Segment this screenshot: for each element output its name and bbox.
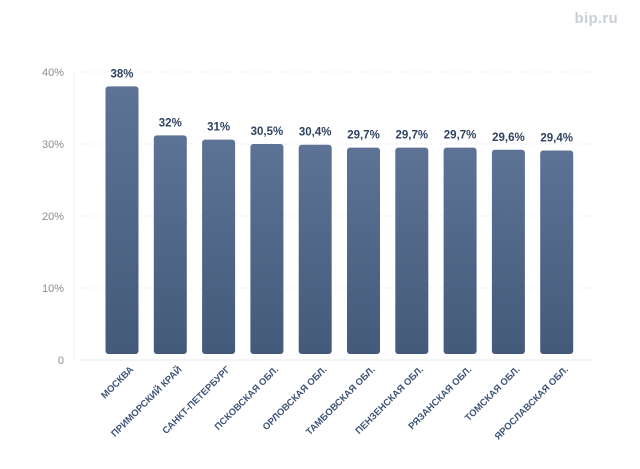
y-tick-label: 0 [58, 355, 64, 367]
data-label: 30,5% [251, 126, 284, 138]
data-label: 29,7% [444, 130, 477, 142]
bar [153, 135, 187, 354]
y-tick-label: 40% [42, 67, 64, 79]
data-labels: 38% 32% 31% 30,5% 30,4% 29,7% 29,7% 29,7% 29,6% 2… [110, 68, 573, 144]
data-label: 29,7% [347, 130, 380, 142]
y-tick-label: 20% [42, 211, 64, 223]
bar [105, 86, 139, 355]
data-label: 29,4% [540, 132, 573, 144]
bar [298, 144, 332, 354]
data-label: 31% [207, 122, 230, 134]
category-label: МОСКВА [99, 364, 136, 401]
bar [250, 144, 284, 354]
data-label: 38% [110, 68, 133, 80]
bar [540, 150, 574, 354]
bars [105, 86, 574, 355]
bar [347, 147, 380, 354]
bar [491, 149, 525, 354]
data-label: 32% [159, 117, 182, 129]
watermark-logo: bip.ru [574, 10, 618, 27]
data-label: 30,4% [299, 127, 332, 139]
bar [395, 147, 429, 354]
y-tick-label: 10% [42, 283, 64, 295]
data-label: 29,7% [395, 130, 428, 142]
y-axis: 0 10% 20% 30% 40% [42, 67, 64, 367]
data-label: 29,6% [492, 132, 525, 144]
bar [443, 147, 477, 354]
y-tick-label: 30% [42, 139, 64, 151]
bar [202, 139, 236, 354]
